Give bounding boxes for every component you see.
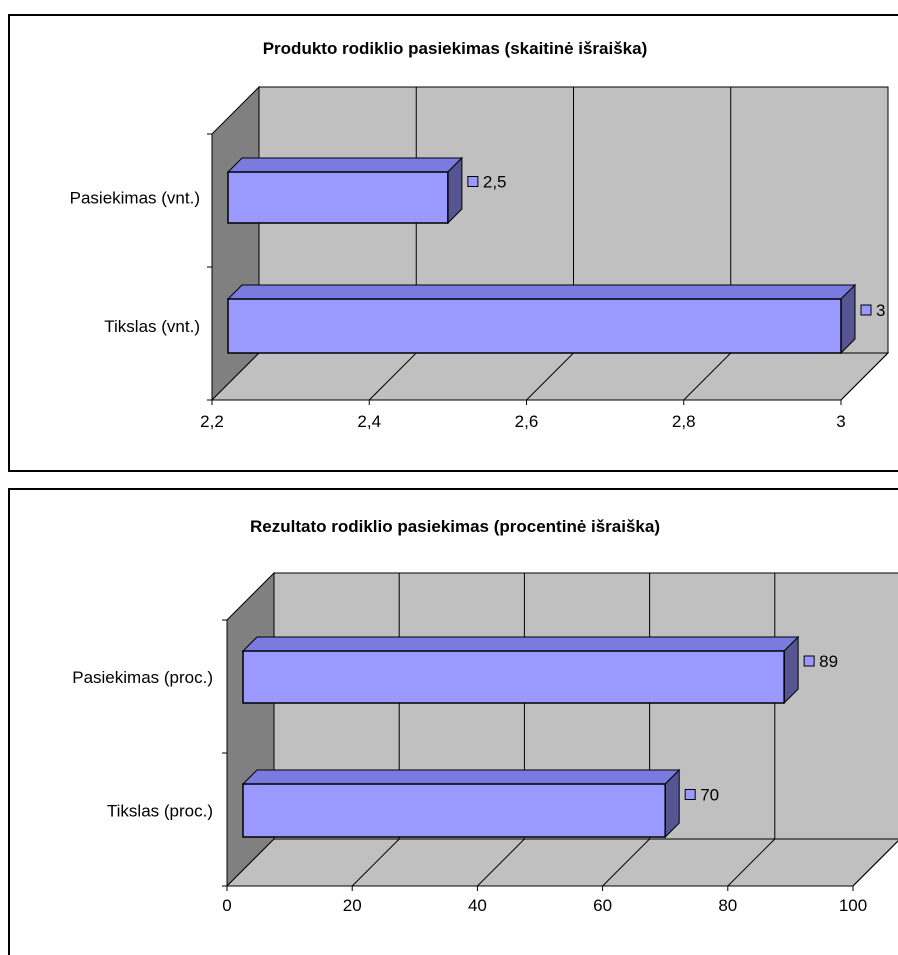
x-tick-label: 80 xyxy=(718,896,737,915)
data-label-key xyxy=(860,304,872,316)
chart-svg-product: Produkto rodiklio pasiekimas (skaitinė i… xyxy=(70,39,890,431)
x-tick-label: 100 xyxy=(839,896,867,915)
x-tick-label: 20 xyxy=(343,896,362,915)
bar-top xyxy=(241,769,681,785)
data-label: 70 xyxy=(700,786,719,805)
chart-title: Produkto rodiklio pasiekimas (skaitinė i… xyxy=(263,39,648,58)
category-label: Tikslas (vnt.) xyxy=(104,317,200,336)
floor-gridline xyxy=(840,352,889,401)
bar xyxy=(227,298,842,354)
bar xyxy=(242,783,666,838)
chart-product-indicator: Produkto rodiklio pasiekimas (skaitinė i… xyxy=(8,14,898,472)
x-tick-label: 3 xyxy=(836,412,845,431)
x-tick-label: 2,2 xyxy=(200,412,224,431)
bar-top xyxy=(241,636,800,652)
floor-gridline xyxy=(683,352,732,401)
floor-gridline xyxy=(477,838,525,887)
x-tick-label: 2,6 xyxy=(515,412,539,431)
data-label: 89 xyxy=(819,652,838,671)
floor-gridline xyxy=(351,838,400,887)
data-label-key xyxy=(467,176,479,187)
data-label-key xyxy=(803,655,815,667)
x-tick-label: 40 xyxy=(468,896,487,915)
chart-title: Rezultato rodiklio pasiekimas (procentin… xyxy=(250,517,660,536)
bar xyxy=(227,171,449,224)
side-wall xyxy=(226,571,275,888)
floor-gridline xyxy=(368,352,417,401)
chart-svg-result: Rezultato rodiklio pasiekimas (procentin… xyxy=(72,517,898,915)
floor-gridline xyxy=(526,352,574,401)
floor-gridline xyxy=(852,840,898,887)
floor-gridline xyxy=(727,838,776,887)
bar-top xyxy=(226,284,857,300)
bar-top xyxy=(226,157,464,173)
x-tick-label: 2,8 xyxy=(672,412,696,431)
floor-gridline xyxy=(602,838,650,887)
data-label: 2,5 xyxy=(483,173,507,192)
chart-result-indicator: Rezultato rodiklio pasiekimas (procentin… xyxy=(8,488,898,955)
category-label: Pasiekimas (proc.) xyxy=(72,668,213,687)
floor xyxy=(225,838,898,887)
x-tick-label: 60 xyxy=(593,896,612,915)
x-tick-label: 0 xyxy=(222,896,231,915)
x-tick-label: 2,4 xyxy=(357,412,381,431)
category-label: Pasiekimas (vnt.) xyxy=(70,189,200,208)
data-label: 3 xyxy=(876,301,885,320)
category-label: Tikslas (proc.) xyxy=(107,802,213,821)
bar xyxy=(242,650,785,704)
data-label-key xyxy=(684,789,696,800)
